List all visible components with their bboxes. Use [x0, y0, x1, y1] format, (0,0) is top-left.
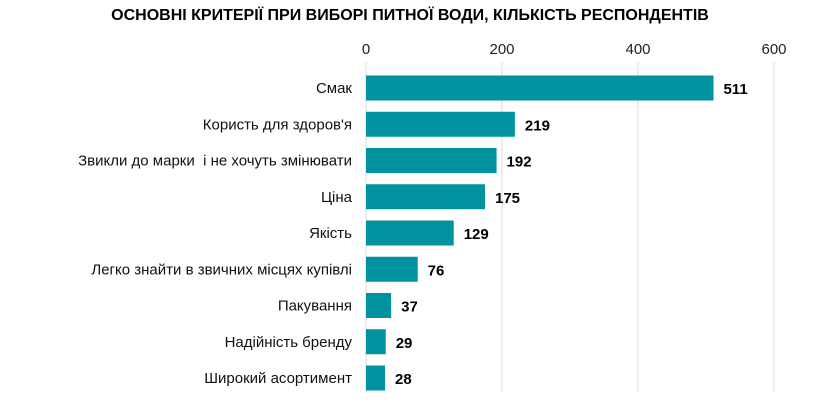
data-label: 175	[495, 190, 520, 207]
category-label: Якість	[309, 225, 352, 242]
bar	[366, 293, 392, 318]
bar	[366, 111, 515, 137]
data-label: 29	[396, 335, 413, 352]
data-label: 129	[464, 226, 489, 243]
category-label: Пакування	[278, 298, 352, 315]
bars	[366, 75, 714, 391]
data-labels: 511 219 192 175 129 76 37 29 28	[395, 81, 748, 388]
category-labels: Смак Користь для здоров'я Звикли до марки …	[78, 80, 353, 387]
x-tick-label: 600	[761, 41, 786, 58]
chart-title: ОСНОВНІ КРИТЕРІЇ ПРИ ВИБОРІ ПИТНОЇ ВОДИ,…	[111, 7, 709, 24]
data-label: 37	[401, 299, 418, 316]
category-label: Надійність бренду	[225, 334, 353, 351]
category-label: Звикли до марки і не хочуть змінювати	[78, 153, 352, 170]
x-tick-label: 200	[489, 41, 514, 58]
data-label: 192	[507, 154, 532, 171]
bar	[366, 329, 386, 355]
data-label: 76	[428, 262, 445, 279]
data-label: 28	[395, 371, 412, 388]
data-label: 219	[525, 117, 550, 134]
x-tick-label: 0	[362, 41, 370, 58]
bar	[366, 256, 418, 282]
x-axis-ticks: 0 200 400 600	[362, 41, 787, 58]
category-label: Легко знайти в звичних місцях купівлі	[91, 261, 352, 278]
data-label: 511	[723, 81, 747, 98]
category-label: Користь для здоров'я	[203, 116, 352, 133]
bar	[366, 184, 485, 210]
bar	[366, 148, 497, 173]
category-label: Широкий асортимент	[204, 370, 352, 387]
bar	[366, 220, 454, 246]
x-tick-label: 400	[625, 41, 650, 58]
bar	[366, 75, 714, 101]
category-label: Смак	[316, 80, 352, 97]
category-label: Ціна	[321, 189, 353, 206]
bar	[366, 365, 386, 391]
